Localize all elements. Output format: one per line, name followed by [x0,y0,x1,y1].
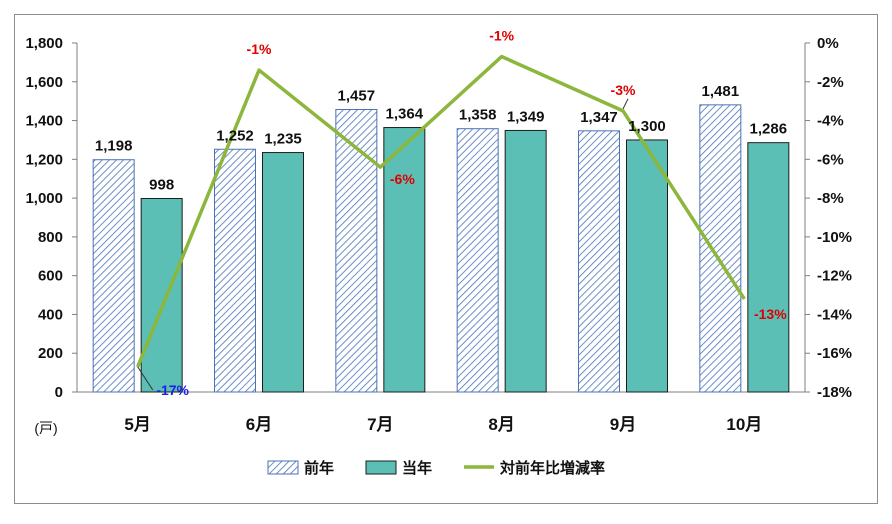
y-left-tick-label: 400 [38,306,63,323]
y-left-tick-label: 1,200 [25,151,63,168]
y-left-tick-label: 1,000 [25,190,63,207]
bar-current-year [504,129,547,393]
rate-label-leader [137,366,154,391]
bar-prev-year-label: 1,481 [702,83,740,100]
bar-current-year-label: 1,349 [507,108,545,125]
bar-prev-year [578,130,620,393]
rate-line-path [136,54,746,368]
bar-current-year [262,152,304,393]
bar-current-year-label: 998 [149,176,174,193]
rate-label: -1% [489,28,514,44]
y-right-tick-label: -18% [817,384,852,401]
x-category-label: 8月 [488,415,514,434]
bar-prev-year-label: 1,347 [580,109,618,126]
bar-current-year-label: 1,300 [628,118,666,135]
y-right-tick-label: 0% [817,35,839,52]
chart-frame [14,14,878,504]
x-category-label: 9月 [610,415,636,434]
y-left-tick-label: 1,400 [25,113,63,130]
bar-prev-year-label: 1,457 [338,88,376,105]
y-right-tick-label: -6% [817,151,844,168]
legend-label-prev-year: 前年 [304,459,334,477]
bar-current-year-label: 1,364 [386,106,424,123]
y-right-tick-label: -12% [817,268,852,285]
y-left-tick-label: 200 [38,345,63,362]
rate-label: -3% [611,82,636,98]
rate-label: -13% [754,306,787,322]
bar-prev-year-label: 1,358 [459,107,497,124]
y-left-tick-label: 1,800 [25,35,63,52]
y-left-tick-label: 1,600 [25,74,63,91]
y-right-tick-label: -4% [817,113,844,130]
y-right-tick-label: -2% [817,74,844,91]
y-right-tick-label: -16% [817,345,852,362]
axes: 0 200 400 600 800 1,000 1,200 1,400 1,600 1,800 -1… [25,35,852,436]
bar-prev-year-label: 1,198 [95,138,133,155]
y-right-tick-label: -14% [817,306,852,323]
data-labels: 1,198 998 1,252 1,235 1,457 1,364 1,358 1,349 1,… [95,28,787,398]
legend: 前年 当年 対前年比増減率 [267,459,605,477]
bars [92,104,790,393]
bar-current-year [747,142,790,393]
legend-label-rate: 対前年比増減率 [499,459,605,477]
bar-prev-year [214,148,256,393]
y-right-tick-label: -8% [817,190,844,207]
bar-prev-year [699,104,742,393]
rate-label: -17% [156,382,189,398]
legend-swatch-prev-year [267,460,299,475]
bar-prev-year-label: 1,252 [216,127,254,144]
x-category-label: 5月 [124,415,150,434]
bar-current-year [140,197,183,393]
rate-label: -6% [390,171,415,187]
y-left-tick-label: 0 [55,384,63,401]
bar-prev-year [335,109,378,393]
x-category-label: 7月 [367,415,393,434]
rate-label: -1% [247,41,272,57]
bar-prev-year [456,128,499,393]
y-left-tick-label: 600 [38,268,63,285]
rate-line [136,54,746,368]
legend-label-current-year: 当年 [402,459,432,477]
x-category-label: 10月 [726,415,762,434]
x-category-label: 6月 [246,415,272,434]
bar-current-year [383,127,426,393]
y-left-unit-label: (戸) [34,420,57,436]
bar-current-year-label: 1,286 [750,121,788,138]
bar-prev-year [92,159,135,393]
y-right-tick-label: -10% [817,229,852,246]
y-left-tick-label: 800 [38,229,63,246]
bar-current-year-label: 1,235 [264,131,302,148]
legend-swatch-current-year [365,460,397,475]
bar-current-year [626,139,668,393]
rate-label-leader [622,98,629,110]
